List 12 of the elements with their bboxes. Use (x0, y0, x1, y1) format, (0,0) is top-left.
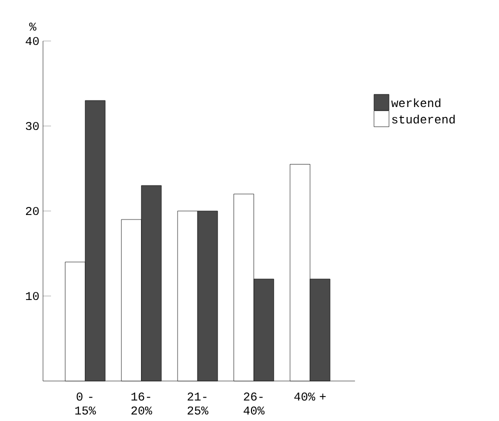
y-tick-label: 40 (26, 36, 39, 46)
legend-label: studerend (392, 114, 455, 124)
x-tick-label: 16- 20% (131, 392, 152, 415)
legend-label: werkend (391, 98, 440, 108)
y-tick-label: 20 (26, 206, 39, 216)
x-tick-label: 26- 40% (244, 392, 265, 415)
y-tick-label: 30 (26, 122, 39, 130)
y-tick-label: 10 (26, 292, 39, 300)
x-tick-label: 0 - 15% (75, 392, 96, 415)
y-axis-title: % (29, 22, 36, 31)
x-tick-label: 40% + (294, 392, 326, 401)
x-tick-label: 21- 25% (188, 392, 208, 415)
